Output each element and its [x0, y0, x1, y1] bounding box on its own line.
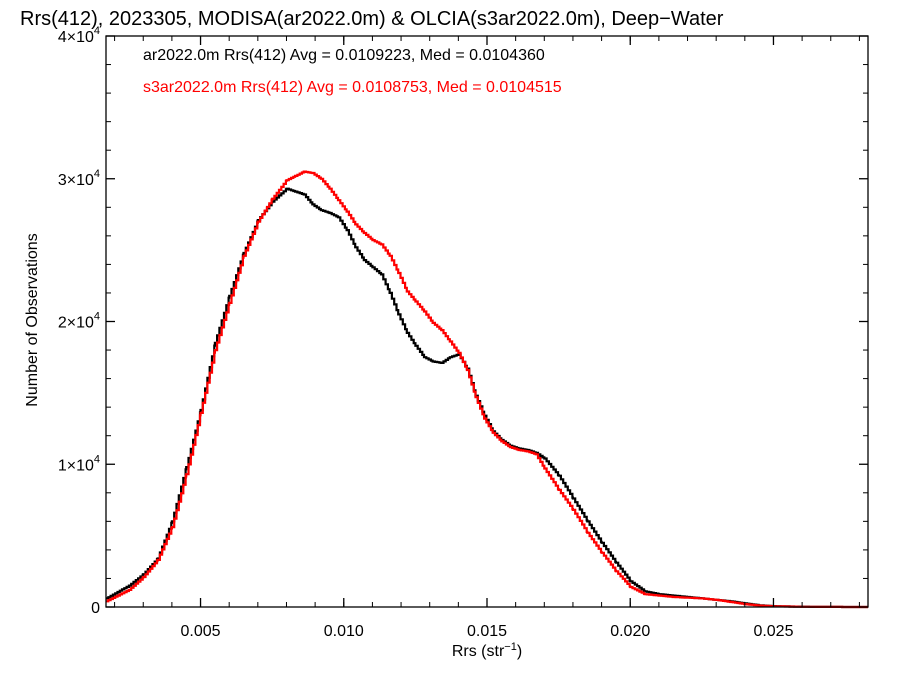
x-tick-label: 0.015: [467, 623, 507, 640]
series-layer: [106, 170, 868, 609]
legend-entry-olcia: s3ar2022.0m Rrs(412) Avg = 0.0108753, Me…: [143, 79, 562, 96]
series-line-modisa: [106, 187, 868, 609]
x-axis-ticks: 0.005 0.010 0.015 0.020 0.025: [114, 36, 860, 640]
y-axis-label: Number of Observations: [24, 233, 41, 406]
y-tick-label: 2×104: [58, 311, 100, 332]
plot-frame: [105, 35, 869, 608]
series-line-olcia: [106, 170, 868, 609]
y-tick-label: 1×104: [58, 453, 100, 474]
legend-entry-modisa: ar2022.0m Rrs(412) Avg = 0.0109223, Med …: [143, 47, 545, 64]
y-tick-label: 4×104: [58, 25, 100, 46]
x-tick-label: 0.010: [324, 623, 364, 640]
x-tick-label: 0.005: [181, 623, 221, 640]
y-axis-ticks: 0 1×104 2×104 3×104 4×104: [58, 25, 868, 617]
x-tick-label: 0.020: [610, 623, 650, 640]
y-tick-label: 3×104: [58, 168, 100, 189]
chart-title: Rrs(412), 2023305, MODISA(ar2022.0m) & O…: [20, 8, 724, 30]
y-tick-label: 0: [91, 600, 100, 617]
x-tick-label: 0.025: [753, 623, 793, 640]
x-axis-label: Rrs (str−1): [452, 641, 522, 660]
